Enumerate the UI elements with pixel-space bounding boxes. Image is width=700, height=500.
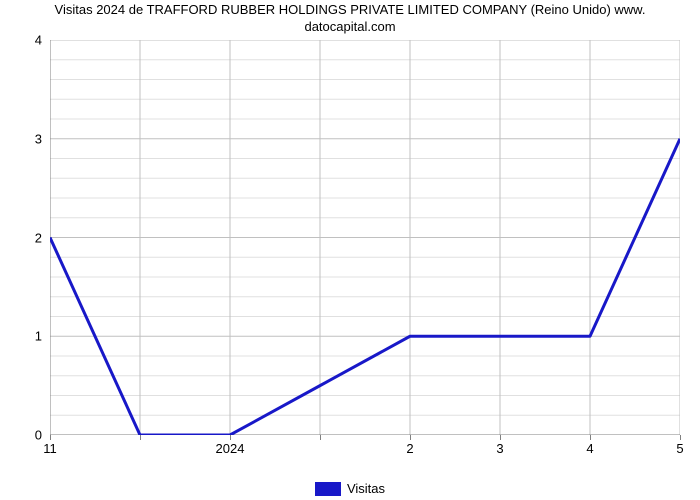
x-tick-mark [50,435,51,440]
x-tick-mark [410,435,411,440]
x-tick-label: 11 [43,441,57,456]
series-line [50,139,680,435]
y-tick-label: 3 [12,131,42,146]
y-tick-label: 1 [12,329,42,344]
chart-container: Visitas 2024 de TRAFFORD RUBBER HOLDINGS… [0,0,700,500]
y-tick-label: 2 [12,230,42,245]
y-tick-label: 0 [12,428,42,443]
x-tick-mark [680,435,681,440]
y-tick-label: 4 [12,33,42,48]
chart-title-line2: datocapital.com [304,19,395,34]
legend-label: Visitas [347,481,385,496]
chart-plot [50,40,680,435]
x-tick-mark [140,435,141,440]
x-tick-mark [500,435,501,440]
x-tick-label: 2 [406,441,413,456]
legend-swatch [315,482,341,496]
x-tick-label: 4 [586,441,593,456]
chart-title: Visitas 2024 de TRAFFORD RUBBER HOLDINGS… [0,2,700,36]
x-tick-label: 5 [676,441,683,456]
chart-title-line1: Visitas 2024 de TRAFFORD RUBBER HOLDINGS… [55,2,646,17]
x-tick-mark [320,435,321,440]
chart-legend: Visitas [0,481,700,496]
x-tick-label: 2024 [216,441,245,456]
x-tick-label: 3 [496,441,503,456]
x-tick-mark [590,435,591,440]
x-tick-mark [230,435,231,440]
